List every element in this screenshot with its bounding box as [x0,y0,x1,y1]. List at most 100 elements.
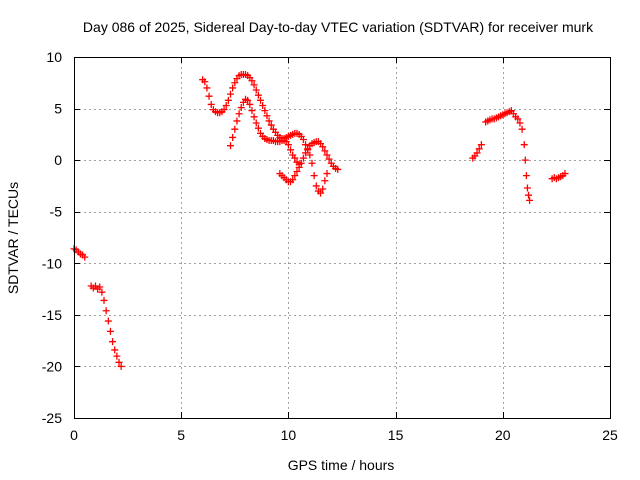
data-point [231,125,239,133]
data-point [297,159,305,167]
data-point [523,184,531,192]
data-point [229,84,237,92]
data-point [289,176,297,184]
data-point [263,112,271,120]
data-point [299,154,307,162]
y-tick-label: -10 [42,255,62,271]
data-point [220,106,228,114]
data-point [561,170,569,178]
data-point [295,163,303,171]
data-point [248,77,256,85]
data-point [248,107,256,115]
data-point [475,145,483,153]
data-point [312,182,320,190]
data-point [205,92,213,100]
data-point [473,149,481,157]
x-axis-label: GPS time / hours [288,457,395,473]
data-point [526,196,534,204]
data-point [115,358,123,366]
y-tick-label: -5 [50,204,63,220]
y-tick-label: -15 [42,307,62,323]
data-point [293,167,301,175]
data-point [250,113,258,121]
data-point [254,91,262,99]
data-point [265,117,273,125]
data-point [98,288,106,296]
chart-title: Day 086 of 2025, Sidereal Day-to-day VTE… [83,19,594,35]
data-point [111,346,119,354]
data-point [257,96,265,104]
y-tick-label: -20 [42,358,62,374]
data-point [237,104,245,112]
data-point [317,189,325,197]
data-points [70,71,569,370]
data-point [323,170,331,178]
data-point [302,141,310,149]
data-point [254,124,262,132]
data-point [325,155,333,163]
data-point [291,154,299,162]
data-point [106,327,114,335]
data-point [321,177,329,185]
x-tick-label: 15 [388,427,404,443]
data-point [117,362,125,370]
data-point [521,156,529,164]
data-point [201,78,209,86]
y-tick-label: 5 [54,101,62,117]
data-point [518,125,526,133]
data-point [522,172,530,180]
data-point [323,151,331,159]
x-tick-label: 25 [602,427,618,443]
data-point [284,141,292,149]
data-point [261,107,269,115]
data-point [104,317,112,325]
data-point [222,101,230,109]
data-point [308,159,316,167]
y-tick-label: 10 [46,49,62,65]
data-point [334,165,342,173]
data-point [113,352,121,360]
plot-frame [74,57,611,419]
x-tick-label: 5 [177,427,185,443]
data-point [477,141,485,149]
axis-ticks [74,57,611,419]
data-point [96,283,104,291]
data-point [259,101,267,109]
data-point [520,141,528,149]
x-tick-label: 0 [70,427,78,443]
x-tick-label: 10 [281,427,297,443]
data-point [321,147,329,155]
y-tick-labels: 10 5 0 -5 -10 -15 -20 -25 [42,49,62,426]
grid [74,57,610,418]
x-tick-label: 20 [495,427,511,443]
data-point [319,185,327,193]
x-tick-labels: 0 5 10 15 20 25 [70,427,618,443]
data-point [227,142,235,150]
data-point [235,110,243,118]
data-point [244,96,252,104]
data-point [109,338,117,346]
data-point [516,119,524,127]
data-point [287,146,295,154]
data-point [231,79,239,87]
data-point [267,121,275,129]
data-point [514,115,522,123]
data-point [250,81,258,89]
y-axis-label: SDTVAR / TECUs [5,182,21,294]
y-tick-label: -25 [42,410,62,426]
data-point [233,117,241,125]
data-point [229,133,237,141]
data-point [299,136,307,144]
data-point [207,100,215,108]
y-tick-label: 0 [54,152,62,168]
data-point [227,90,235,98]
data-point [100,296,108,304]
data-point [224,96,232,104]
data-point [525,191,533,199]
data-point [306,151,314,159]
data-point [310,172,318,180]
data-point [102,307,110,315]
data-point [246,100,254,108]
data-point [252,119,260,127]
